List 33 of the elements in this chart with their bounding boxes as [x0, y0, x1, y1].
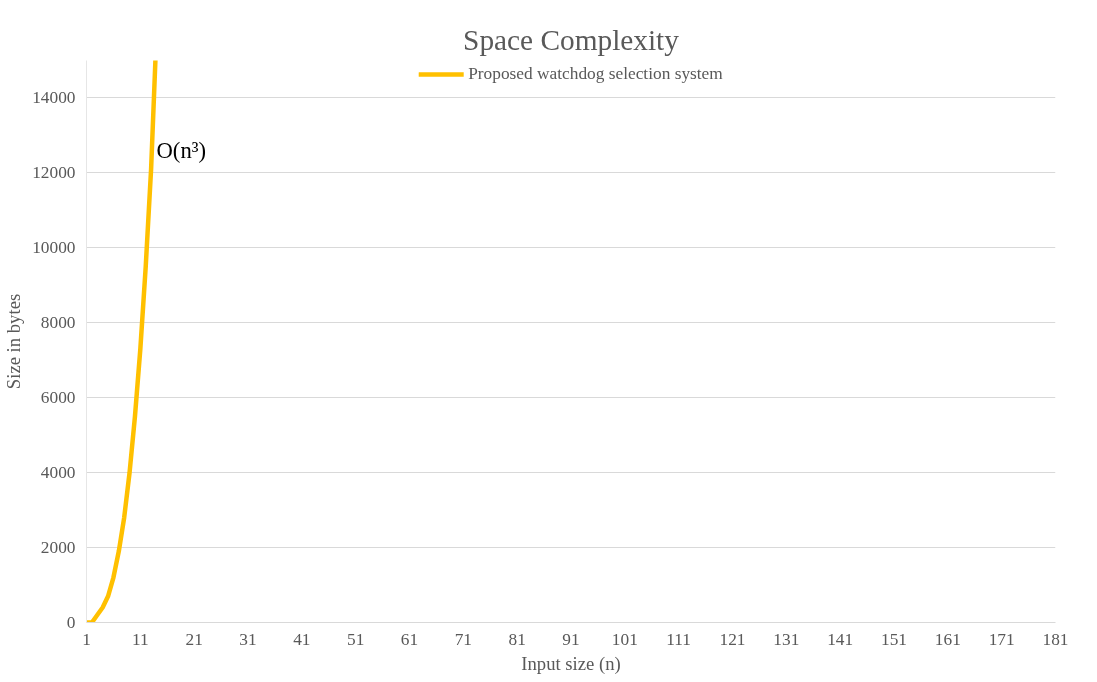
y-tick-label: 10000 [32, 238, 76, 258]
x-tick-label: 161 [934, 629, 961, 649]
line-series [86, 60, 158, 623]
x-tick-label: 61 [400, 629, 419, 649]
y-tick-label: 4000 [40, 463, 76, 483]
x-tick-label: 111 [666, 629, 692, 649]
x-tick-label: 101 [611, 629, 638, 649]
chart-title: Space Complexity [463, 23, 680, 56]
y-tick-label: 0 [66, 613, 76, 632]
x-tick-label: 171 [988, 629, 1015, 649]
y-tick-label: 6000 [40, 388, 76, 408]
x-tick-label: 71 [454, 629, 472, 649]
x-tick-label: 141 [827, 629, 854, 649]
x-tick-label: 41 [293, 629, 311, 649]
x-tick-label: 131 [773, 629, 800, 649]
x-tick-label: 11 [131, 629, 149, 649]
y-tick-label: 14000 [32, 88, 76, 108]
x-tick-label: 31 [239, 629, 257, 649]
x-tick-label: 91 [562, 629, 580, 649]
x-tick-label: 81 [508, 629, 526, 649]
y-tick-label: 2000 [40, 538, 76, 558]
legend-label: Proposed watchdog selection system [468, 64, 723, 84]
x-tick-label: 1 [82, 629, 91, 649]
x-tick-label: 21 [185, 629, 203, 649]
x-tick-label: 181 [1042, 629, 1069, 649]
x-tick-label: 151 [881, 629, 907, 649]
y-tick-label: 8000 [40, 313, 76, 333]
x-tick-label: 121 [719, 629, 746, 649]
x-axis-title: Input size (n) [521, 652, 621, 675]
y-axis-title: Size in bytes [3, 293, 25, 390]
x-tick-label: 51 [347, 629, 365, 649]
y-tick-label: 12000 [32, 163, 76, 183]
annotation: O(n³) [156, 137, 207, 163]
